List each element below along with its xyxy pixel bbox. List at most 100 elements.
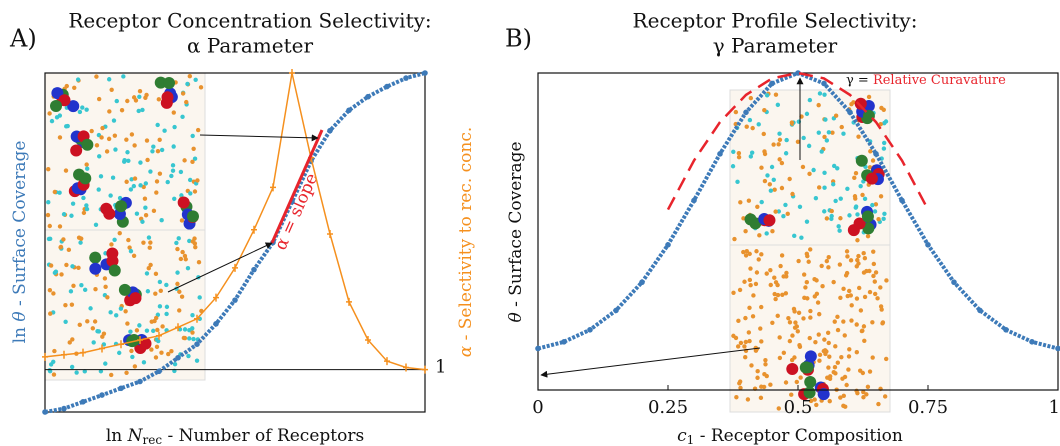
data-point: [899, 197, 905, 204]
inset-cluster: [81, 138, 94, 151]
inset-particle: [734, 395, 739, 400]
inset-particle: [836, 224, 841, 229]
inset-particle: [46, 200, 51, 205]
data-point: [384, 83, 390, 90]
inset-particle: [847, 347, 852, 352]
inset-particle: [852, 175, 857, 181]
inset-particle: [759, 304, 764, 310]
inset-particle: [746, 330, 752, 335]
inset-particle: [762, 151, 768, 157]
data-point: [213, 293, 219, 302]
inset-particle: [827, 398, 832, 404]
inset-cluster: [70, 144, 83, 157]
inset-cluster: [50, 99, 63, 112]
inset-particle: [93, 287, 98, 292]
inset-particle: [806, 143, 812, 149]
inset-particle: [51, 291, 56, 296]
inset-particle: [871, 273, 876, 279]
inset-particle: [170, 163, 176, 168]
inset-particle: [154, 179, 160, 184]
data-point: [847, 109, 853, 116]
inset-particle: [148, 262, 153, 268]
inset-particle: [743, 228, 748, 234]
inset-particle: [178, 169, 184, 175]
inset-particle: [873, 270, 879, 275]
inset-particle: [871, 261, 877, 267]
data-point: [42, 409, 48, 415]
inset-particle: [843, 273, 849, 278]
annotation: α = slope: [271, 170, 323, 253]
inset-particle: [112, 133, 118, 138]
inset-particle: [783, 291, 789, 296]
inset-particle: [77, 109, 83, 115]
inset-particle: [867, 289, 873, 295]
inset-particle: [784, 270, 789, 276]
inset-particle: [738, 200, 743, 205]
inset-particle: [162, 128, 167, 133]
inset-particle: [765, 173, 770, 178]
inset-particle: [778, 263, 783, 269]
inset-particle: [867, 369, 873, 374]
inset-particle: [166, 351, 171, 357]
inset-particle: [862, 294, 868, 300]
data-point: [951, 279, 957, 286]
inset-cluster: [129, 292, 142, 305]
inset-particle: [148, 169, 153, 174]
inset-particle: [827, 374, 833, 379]
inset-particle: [52, 189, 58, 195]
chart-title: α Parameter: [187, 34, 314, 58]
inset-particle: [758, 395, 764, 401]
inset-particle: [144, 138, 150, 143]
inset-particle: [144, 271, 150, 276]
inset-particle: [145, 157, 150, 163]
inset-particle: [76, 265, 81, 271]
inset-particle: [131, 253, 137, 258]
data-point: [156, 331, 162, 340]
inset-particle: [876, 216, 881, 222]
data-point: [99, 392, 105, 398]
inset-cluster: [744, 213, 757, 226]
inset-particle: [74, 370, 79, 375]
inset-particle: [124, 179, 129, 184]
y-axis-label-part: - Surface Coverage: [506, 141, 526, 312]
inset-particle: [868, 149, 873, 154]
inset-particle: [859, 328, 865, 334]
inset-particle: [129, 348, 134, 354]
inset-particle: [858, 308, 864, 313]
arrow: [167, 242, 273, 293]
inset-particle: [795, 139, 801, 144]
chart-title: Receptor Concentration Selectivity:: [68, 9, 431, 33]
x-axis-label-part: c: [677, 426, 687, 446]
inset-cluster: [161, 91, 174, 104]
inset-particle: [819, 149, 824, 154]
inset-particle: [90, 326, 96, 331]
data-point: [42, 352, 48, 361]
inset-particle: [783, 380, 789, 385]
inset-cluster: [162, 77, 175, 90]
inset-particle: [878, 285, 883, 290]
inset-particle: [171, 110, 176, 115]
inset-particle: [94, 74, 99, 79]
inset-particle: [767, 182, 773, 187]
data-point: [717, 151, 723, 157]
inset-particle: [81, 210, 87, 216]
inset-particle: [103, 361, 108, 366]
x-axis-label-part: - Receptor Composition: [694, 426, 903, 446]
inset-particle: [144, 328, 150, 333]
inset-particle: [855, 238, 860, 243]
inset-particle: [46, 166, 51, 172]
inset-particle: [835, 327, 841, 333]
inset-particle: [154, 315, 159, 321]
inset-particle: [843, 404, 848, 409]
inset-particle: [147, 245, 152, 250]
inset-particle: [832, 319, 837, 324]
inset-particle: [63, 302, 68, 308]
inset-particle: [784, 137, 789, 143]
inset-particle: [771, 177, 776, 182]
inset-particle: [96, 96, 102, 102]
data-point: [251, 266, 257, 273]
inset-particle: [47, 236, 53, 242]
inset-particle: [819, 263, 824, 269]
inset-particle: [114, 98, 119, 104]
inset-particle: [84, 162, 89, 167]
